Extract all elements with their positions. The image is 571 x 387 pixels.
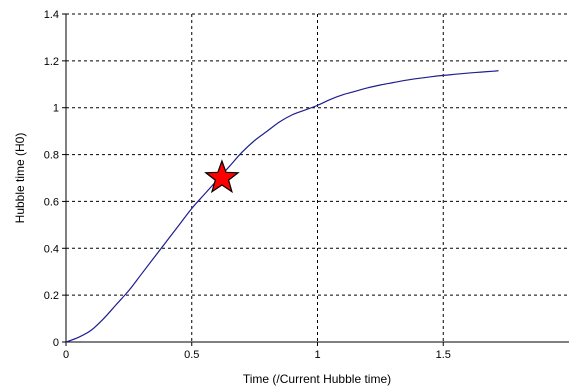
y-tick-label-7: 1.4 xyxy=(44,9,59,21)
y-tick-label-6: 1.2 xyxy=(44,56,59,68)
data-series xyxy=(65,70,499,343)
y-axis-label: Hubble time (H0) xyxy=(13,133,27,224)
x-axis-label: Time (/Current Hubble time) xyxy=(243,372,391,386)
y-tick-label-4: 0.8 xyxy=(44,150,59,162)
tick-labels: 0 0.5 1 1.5 0 0.2 0.4 0.6 0.8 1 1.2 1.4 xyxy=(44,9,451,361)
y-tick-label-2: 0.4 xyxy=(44,243,59,255)
markers xyxy=(204,159,240,194)
grid-lines xyxy=(66,13,569,342)
x-tick-label-0: 0 xyxy=(63,349,69,361)
y-tick-label-3: 0.6 xyxy=(44,196,59,208)
x-tick-label-2: 1 xyxy=(314,349,320,361)
x-tick-label-1: 0.5 xyxy=(184,349,199,361)
x-tick-label-3: 1.5 xyxy=(436,349,451,361)
y-tick-label-0: 0 xyxy=(53,337,59,349)
y-tick-label-1: 0.2 xyxy=(44,290,59,302)
series-line-0 xyxy=(65,70,499,343)
star-marker-0 xyxy=(204,159,240,194)
y-tick-label-5: 1 xyxy=(53,103,59,115)
